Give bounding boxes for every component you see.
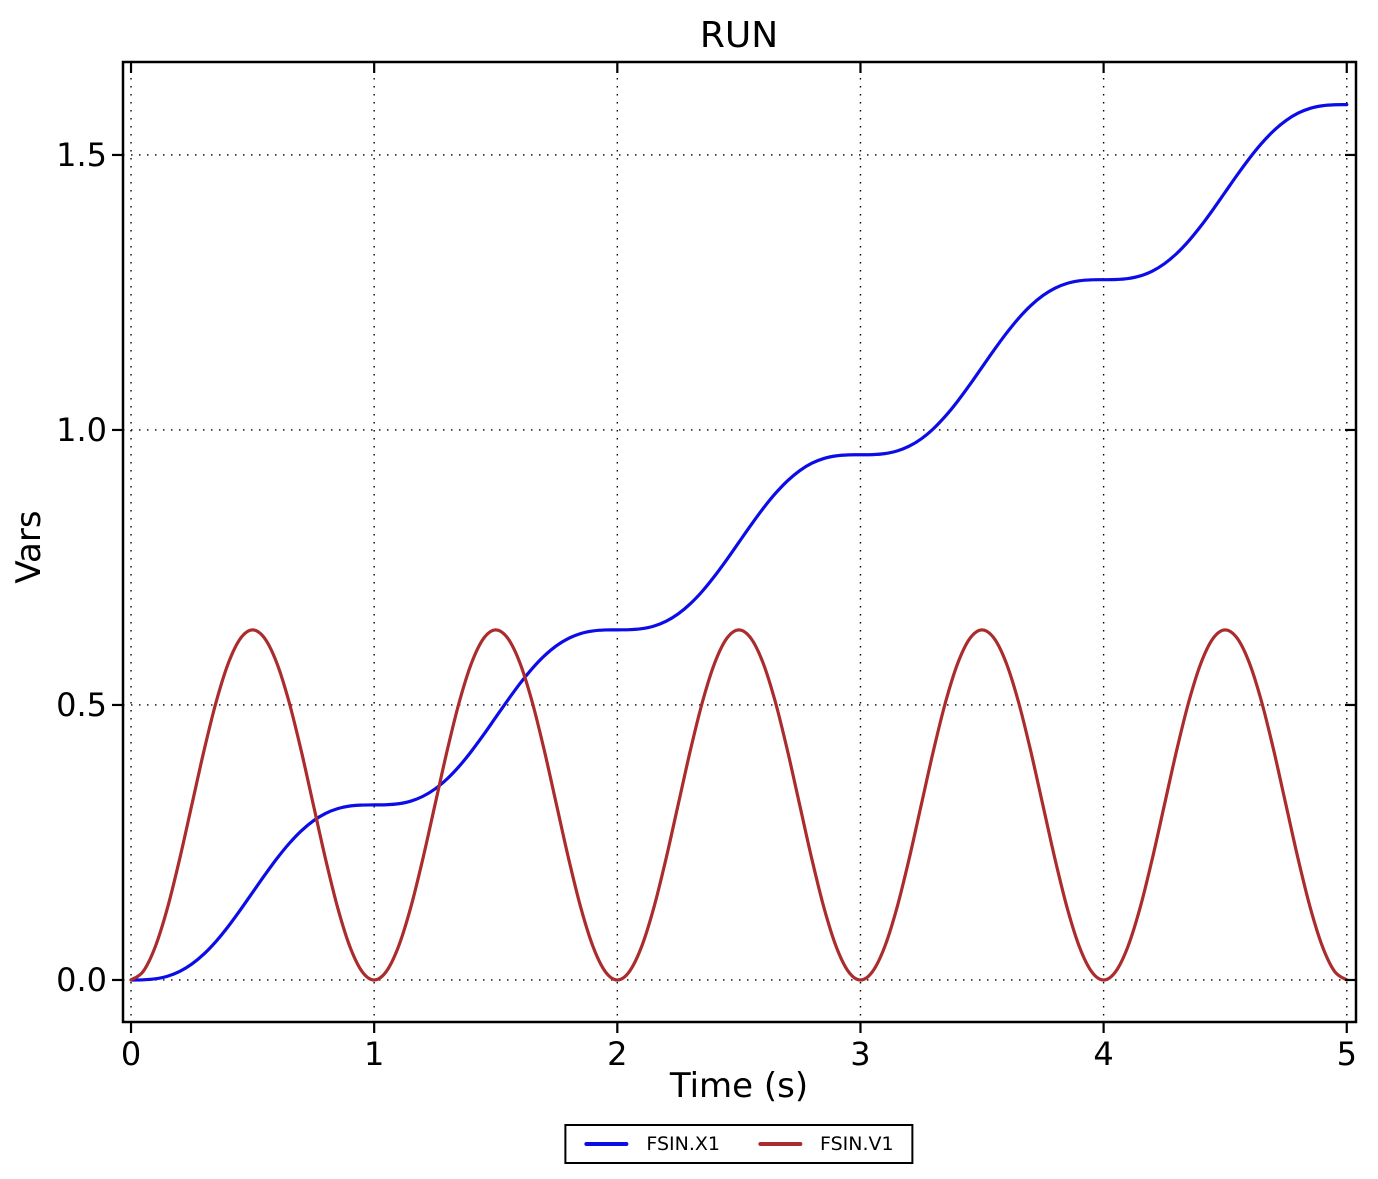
x-tick-label: 4 [1093, 1035, 1113, 1073]
chart-title: RUN [700, 15, 778, 56]
y-tick-label: 0.5 [56, 686, 107, 724]
tick-layer [112, 62, 1356, 1033]
y-tick-label: 0.0 [56, 961, 107, 999]
tick-label-layer: 0 1 2 3 4 5 0.0 0.5 1.0 1.5 [56, 136, 1357, 1073]
legend-line-sample-red [758, 1142, 803, 1146]
x-tick-label: 3 [850, 1035, 870, 1073]
y-axis-label: Vars [9, 510, 49, 583]
legend-label-fsin-v1: FSIN.V1 [820, 1133, 894, 1155]
x-tick-label: 1 [364, 1035, 384, 1073]
legend-item-fsin-v1: FSIN.V1 [758, 1133, 894, 1155]
x-tick-label: 0 [121, 1035, 141, 1073]
legend-label-fsin-x1: FSIN.X1 [646, 1133, 721, 1155]
legend-line-sample-blue [584, 1142, 629, 1146]
x-tick-label: 5 [1337, 1035, 1357, 1073]
curve-layer [129, 103, 1349, 982]
legend-box: FSIN.X1 FSIN.V1 [564, 1124, 914, 1164]
legend-item-fsin-x1: FSIN.X1 [584, 1133, 720, 1155]
x-tick-label: 2 [607, 1035, 627, 1073]
y-tick-label: 1.5 [56, 136, 107, 174]
series-line-fsin-v1 [129, 628, 1349, 982]
plot-frame [121, 60, 1358, 1024]
y-tick-label: 1.0 [56, 411, 107, 449]
grid-layer [123, 62, 1356, 1022]
series-line-fsin-x1 [129, 103, 1349, 982]
x-axis-label: Time (s) [669, 1066, 808, 1106]
